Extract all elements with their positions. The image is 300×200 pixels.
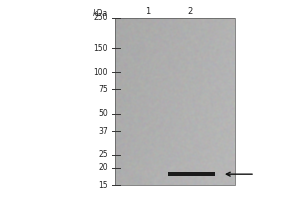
Text: 75: 75 (98, 85, 108, 94)
Text: 50: 50 (98, 109, 108, 118)
Text: 15: 15 (98, 180, 108, 190)
Text: 2: 2 (188, 7, 193, 17)
Bar (168, 172, 215, 176)
Text: 25: 25 (98, 150, 108, 159)
Text: 37: 37 (98, 127, 108, 136)
Text: 250: 250 (94, 14, 108, 22)
Text: 20: 20 (98, 163, 108, 172)
Text: kDa: kDa (93, 9, 107, 19)
Text: 150: 150 (94, 44, 108, 53)
Text: 100: 100 (94, 68, 108, 77)
Bar (115, 18, 235, 185)
Text: 1: 1 (146, 7, 151, 17)
